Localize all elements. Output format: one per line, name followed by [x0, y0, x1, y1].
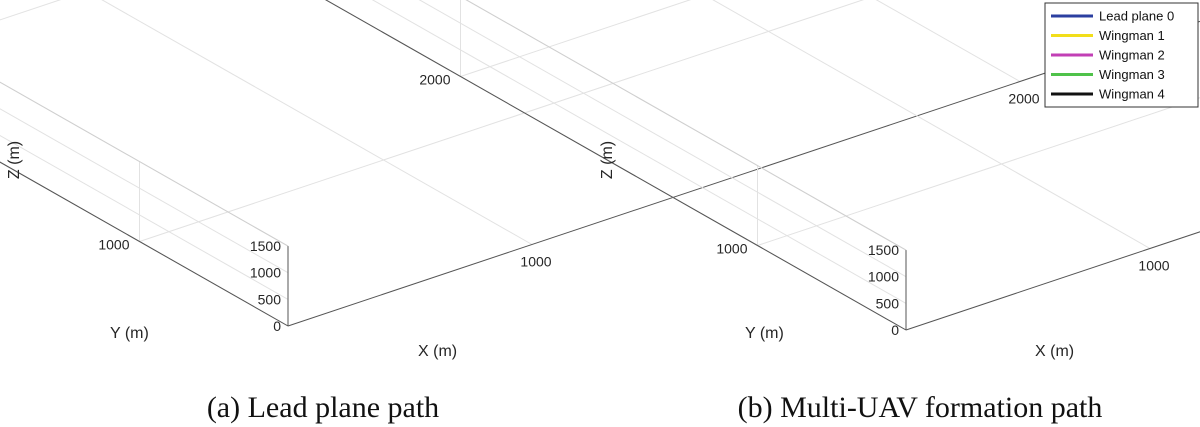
- z-tick-label: 1500: [868, 242, 899, 258]
- box-edge: [0, 161, 289, 327]
- y-axis-line: [325, 0, 907, 331]
- grid-line: [0, 134, 289, 300]
- box-edge: [465, 0, 907, 251]
- tick-labels: 1000200030004000500060001000200030004000…: [419, 72, 1169, 339]
- z-tick-label: 1000: [868, 269, 899, 285]
- x-tick-label: 2000: [1008, 91, 1039, 107]
- grid-line: [0, 108, 289, 274]
- grid-line: [0, 0, 62, 21]
- legend-label: Lead plane 0: [1099, 9, 1174, 24]
- x-tick-label: 1000: [1138, 258, 1169, 274]
- grid-line: [418, 0, 907, 278]
- grid-line: [139, 0, 865, 242]
- x-axis-label: X (m): [418, 343, 457, 360]
- z-tick-label: 1000: [250, 265, 281, 281]
- y-axis-label: Y (m): [745, 325, 784, 342]
- legend-label: Wingman 1: [1099, 28, 1165, 43]
- grid-line: [101, 0, 533, 245]
- tick-labels: 1000200030004000500060001000200030004000…: [98, 91, 1039, 335]
- z-axis-label: Z (m): [599, 141, 616, 179]
- x-axis-label: X (m): [1035, 343, 1074, 360]
- y-axis-label: Y (m): [110, 325, 149, 342]
- grid-lines: [0, 0, 1200, 331]
- grid-line: [875, 0, 1021, 82]
- caption-b: (b) Multi-UAV formation path: [738, 391, 1103, 424]
- z-axis-label: Z (m): [6, 141, 23, 179]
- box-edge: [0, 81, 289, 247]
- z-tick-label: 0: [891, 322, 899, 338]
- grid-line: [0, 81, 289, 247]
- grid-line: [371, 0, 907, 304]
- z-tick-label: 1500: [250, 238, 281, 254]
- y-axis-line: [0, 161, 289, 327]
- legend-label: Wingman 3: [1099, 67, 1165, 82]
- x-axis-line: [287, 20, 1200, 327]
- grid-line: [712, 0, 1151, 249]
- grid-lines: [0, 0, 1200, 327]
- legend-label: Wingman 4: [1099, 87, 1165, 102]
- z-tick-label: 0: [273, 318, 281, 334]
- z-tick-label: 500: [876, 295, 900, 311]
- grid-line: [0, 0, 1200, 86]
- z-tick-label: 500: [258, 291, 282, 307]
- y-tick-label: 1000: [98, 237, 129, 253]
- y-tick-label: 1000: [716, 241, 747, 257]
- grid-line: [0, 161, 289, 327]
- y-tick-label: 2000: [419, 72, 450, 88]
- x-tick-label: 1000: [520, 254, 551, 270]
- legend-label: Wingman 2: [1099, 48, 1165, 63]
- caption-a: (a) Lead plane path: [207, 391, 439, 424]
- legend: Lead plane 0 Wingman 1 Wingman 2 Wingman 3 W…: [1044, 2, 1199, 108]
